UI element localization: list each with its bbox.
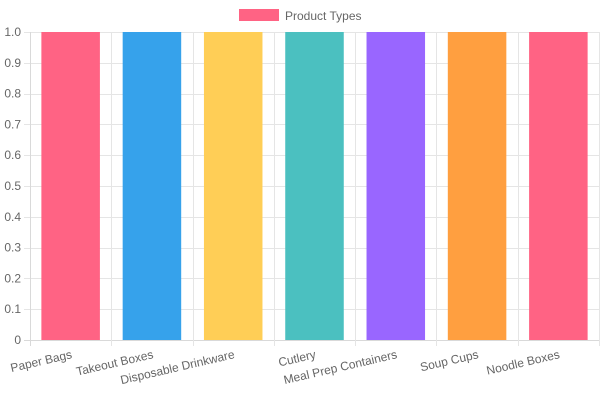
bar-paper-bags[interactable] [41, 32, 100, 340]
bar-meal-prep-containers[interactable] [366, 32, 426, 340]
y-tick-label: 0.7 [4, 117, 21, 131]
x-tick-label: Soup Cups [419, 347, 480, 374]
y-tick-label: 0.1 [4, 302, 21, 316]
y-tick-label: 1.0 [4, 25, 21, 39]
y-tick-label: 0.4 [4, 210, 21, 224]
legend[interactable]: Product Types [239, 9, 362, 23]
bar-takeout-boxes[interactable] [122, 32, 182, 340]
legend-swatch [239, 9, 279, 21]
bars [41, 32, 588, 340]
y-tick-label: 0 [14, 333, 21, 347]
y-tick-label: 0.5 [4, 179, 21, 193]
bar-soup-cups[interactable] [447, 32, 507, 340]
y-tick-label: 0.8 [4, 87, 21, 101]
y-tick-label: 0.3 [4, 241, 21, 255]
y-tick-label: 0.6 [4, 148, 21, 162]
y-tick-label: 0.9 [4, 56, 21, 70]
y-tick-label: 0.2 [4, 271, 21, 285]
bar-disposable-drinkware[interactable] [203, 32, 263, 340]
y-axis-ticks: 0 0.1 0.2 0.3 0.4 0.5 0.6 0.7 0.8 0.9 1.0 [4, 25, 21, 347]
legend-label: Product Types [285, 9, 362, 23]
x-tick-label: Noodle Boxes [485, 347, 561, 377]
bar-noodle-boxes[interactable] [529, 32, 588, 340]
bar-cutlery[interactable] [285, 32, 344, 340]
x-tick-label: Paper Bags [9, 347, 73, 375]
